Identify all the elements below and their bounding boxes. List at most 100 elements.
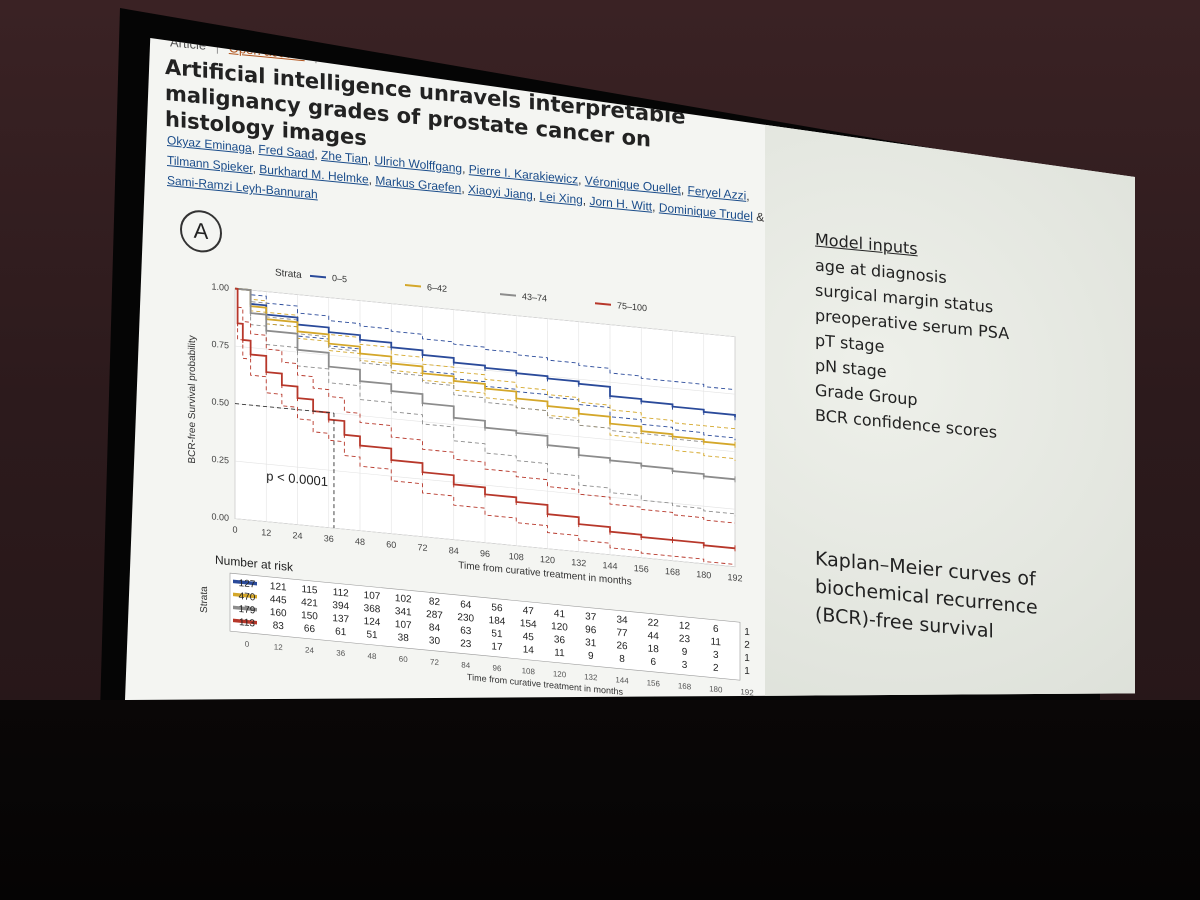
legend-title: Strata xyxy=(275,267,302,281)
risk-table-cell: 77 xyxy=(616,627,628,639)
y-tick-label: 0.75 xyxy=(211,339,229,351)
author-link[interactable]: Fred Saad xyxy=(258,141,315,162)
author-separator: & xyxy=(752,209,765,225)
risk-table-cell: 26 xyxy=(616,640,628,652)
risk-table-cell: 120 xyxy=(551,621,568,634)
risk-x-tick-label: 84 xyxy=(461,660,470,670)
grid-line-y xyxy=(235,288,735,338)
risk-table-cell: 66 xyxy=(304,623,316,635)
risk-table-cell: 84 xyxy=(429,622,441,634)
risk-x-tick-label: 0 xyxy=(245,640,250,649)
risk-table-cell: 44 xyxy=(648,630,660,642)
risk-row-color-bar xyxy=(233,618,257,625)
risk-table-cell: 150 xyxy=(301,610,318,623)
risk-table-cell: 341 xyxy=(395,606,412,619)
risk-table-cell: 421 xyxy=(301,597,318,610)
risk-table-cell: 3 xyxy=(713,650,719,662)
x-tick-label: 156 xyxy=(634,563,649,574)
x-tick-label: 72 xyxy=(417,542,427,553)
author-separator: , xyxy=(746,188,750,204)
risk-x-tick-label: 12 xyxy=(274,642,283,652)
risk-x-tick-label: 192 xyxy=(740,687,754,697)
p-value-annotation: p < 0.0001 xyxy=(266,468,328,489)
risk-table-cell: 12 xyxy=(679,620,691,632)
risk-table-cell: 14 xyxy=(523,644,535,656)
author-link[interactable]: Feryel Azzi xyxy=(687,183,747,203)
author-separator: , xyxy=(652,199,659,215)
risk-table-cell: 1 xyxy=(744,627,750,639)
risk-table-cell: 17 xyxy=(491,641,503,653)
risk-table-cell: 6 xyxy=(713,624,719,636)
risk-table-cell: 124 xyxy=(364,616,381,629)
risk-x-tick-label: 72 xyxy=(430,657,439,667)
risk-table-cell: 445 xyxy=(270,594,287,607)
risk-table-cell: 31 xyxy=(585,637,597,649)
risk-table-box xyxy=(229,572,741,681)
risk-table-cell: 82 xyxy=(429,596,441,608)
risk-table-cell: 34 xyxy=(616,614,628,626)
risk-table-cell: 45 xyxy=(523,631,535,643)
ci-lower-line xyxy=(235,288,736,517)
risk-table-cell: 56 xyxy=(491,602,503,614)
risk-table-cell: 23 xyxy=(460,638,472,650)
legend-label: 6–42 xyxy=(427,282,447,294)
risk-table-cell: 18 xyxy=(648,643,660,655)
x-tick-label: 0 xyxy=(232,524,237,534)
slide-content: Article | Open access | Published: 06 Ma… xyxy=(125,38,1135,700)
x-tick-label: 180 xyxy=(696,569,711,580)
author-link[interactable]: Jorn H. Witt xyxy=(589,193,653,214)
risk-table-x-label: Time from curative treatment in months xyxy=(467,672,624,697)
risk-table-cell: 1 xyxy=(744,653,750,665)
risk-table-cell: 113 xyxy=(239,617,255,630)
legend-label: 75–100 xyxy=(617,300,647,313)
risk-x-tick-label: 24 xyxy=(305,645,314,655)
x-tick-label: 168 xyxy=(665,566,680,577)
risk-table-cell: 230 xyxy=(457,612,474,625)
risk-table-cell: 3 xyxy=(682,660,688,672)
median-line-horizontal xyxy=(235,403,334,414)
risk-table-cell: 11 xyxy=(711,636,722,648)
x-tick-label: 192 xyxy=(727,572,742,583)
risk-table-cell: 9 xyxy=(588,651,594,663)
author-link[interactable]: Markus Graefen xyxy=(375,173,462,196)
risk-table-cell: 368 xyxy=(364,603,381,616)
author-link[interactable]: Lei Xing xyxy=(539,188,583,208)
x-tick-label: 84 xyxy=(449,545,459,556)
author-link[interactable]: Ulrich Wolffgang xyxy=(374,153,463,176)
author-link[interactable]: Xiaoyi Jiang xyxy=(468,182,533,203)
author-link[interactable]: Zhe Tian xyxy=(321,147,368,167)
risk-table-cell: 160 xyxy=(270,607,287,620)
risk-table-cell: 107 xyxy=(395,619,412,632)
x-tick-label: 132 xyxy=(571,557,586,568)
y-tick-label: 0.00 xyxy=(211,511,229,523)
risk-table-cell: 41 xyxy=(554,608,566,620)
x-tick-label: 60 xyxy=(386,539,396,550)
author-link[interactable]: Tilmann Spieker xyxy=(167,153,253,176)
author-link[interactable]: Okyaz Eminaga xyxy=(167,133,252,156)
legend-label: 0–5 xyxy=(332,273,347,284)
dark-stage-area xyxy=(0,700,1200,900)
author-link[interactable]: Dominique Trudel xyxy=(658,200,753,224)
y-tick-label: 0.25 xyxy=(211,454,229,466)
risk-table-cell: 96 xyxy=(585,624,597,636)
risk-row-color-bar xyxy=(233,592,257,599)
risk-table-axis-label: Strata xyxy=(199,585,210,613)
risk-x-tick-label: 144 xyxy=(615,675,629,685)
author-separator: , xyxy=(462,161,469,177)
x-tick-label: 24 xyxy=(292,530,302,541)
ci-lower-line xyxy=(235,288,736,461)
y-tick-label: 0.50 xyxy=(211,396,229,408)
risk-row-color-bar xyxy=(233,605,257,612)
y-axis-label: BCR-free Survival probability xyxy=(187,335,198,464)
x-tick-label: 36 xyxy=(324,533,334,544)
km-figure: 0 12 24 36 48 60 72 84 96 108 120 132 144 156 168 180 19… xyxy=(187,267,754,697)
risk-table-cell: 9 xyxy=(682,647,688,659)
x-tick-label: 120 xyxy=(540,554,555,565)
risk-x-tick-label: 36 xyxy=(336,648,345,658)
x-tick-label: 12 xyxy=(261,527,271,538)
risk-x-tick-label: 108 xyxy=(522,666,536,676)
x-tick-label: 108 xyxy=(509,551,524,562)
risk-x-tick-label: 168 xyxy=(678,681,692,691)
risk-x-tick-label: 180 xyxy=(709,684,723,694)
risk-x-tick-label: 156 xyxy=(647,678,661,688)
